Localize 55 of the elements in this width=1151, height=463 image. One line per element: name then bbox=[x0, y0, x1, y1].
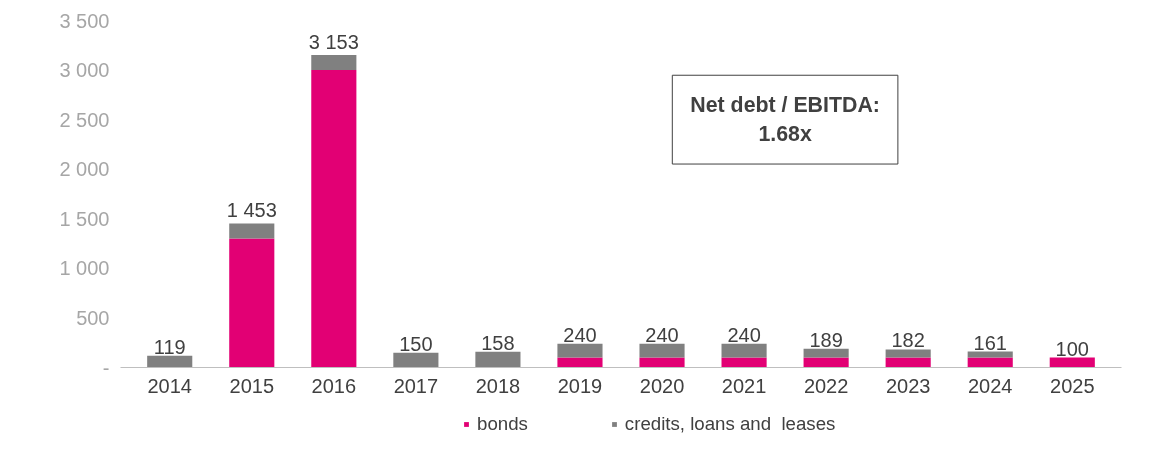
legend-label: bonds bbox=[477, 413, 528, 435]
bar bbox=[639, 343, 685, 358]
x-tick-label: 2017 bbox=[393, 374, 439, 397]
bar bbox=[967, 357, 1013, 368]
total-label: 100 bbox=[1055, 337, 1089, 360]
x-tick-label: 2021 bbox=[721, 374, 767, 397]
bar bbox=[885, 357, 931, 368]
x-tick-label: 2023 bbox=[885, 374, 931, 397]
y-tick-label: 3 500 bbox=[59, 9, 110, 32]
legend-label: credits, loans and leases bbox=[624, 413, 836, 435]
total-label: 240 bbox=[563, 323, 597, 346]
bar bbox=[393, 352, 439, 368]
total-label: 1 453 bbox=[226, 199, 277, 222]
bar bbox=[721, 343, 767, 358]
x-tick-label: 2024 bbox=[967, 374, 1013, 397]
y-tick-label: 500 bbox=[76, 306, 110, 329]
x-tick-label: 2018 bbox=[475, 374, 521, 397]
total-label: 158 bbox=[481, 331, 515, 354]
y-tick-label: 1 500 bbox=[59, 207, 110, 230]
bar bbox=[229, 223, 275, 239]
total-label: 182 bbox=[891, 329, 925, 352]
annotation: Net debt / EBITDA: 1.68x bbox=[690, 93, 880, 147]
y-tick-label: 2 500 bbox=[59, 108, 110, 131]
x-tick-label: 2022 bbox=[803, 374, 849, 397]
bar bbox=[147, 355, 193, 368]
bar bbox=[885, 349, 931, 358]
total-label: 161 bbox=[973, 331, 1007, 354]
x-tick-label: 2020 bbox=[639, 374, 685, 397]
bar bbox=[557, 343, 603, 358]
bar bbox=[229, 238, 275, 368]
y-tick-label: 3 000 bbox=[59, 59, 110, 82]
bar bbox=[721, 357, 767, 368]
total-label: 3 153 bbox=[308, 30, 359, 53]
x-tick-label: 2025 bbox=[1050, 374, 1095, 397]
bar bbox=[967, 351, 1013, 358]
x-tick-label: 2016 bbox=[311, 374, 357, 397]
bar bbox=[311, 54, 357, 71]
bar bbox=[475, 351, 521, 368]
bar bbox=[1049, 357, 1095, 368]
y-tick-label: 1 000 bbox=[59, 257, 110, 280]
bar bbox=[639, 357, 685, 368]
total-label: 119 bbox=[153, 335, 186, 358]
bar bbox=[557, 357, 603, 368]
total-label: 189 bbox=[809, 328, 843, 351]
y-tick-label: - bbox=[102, 356, 110, 379]
bar bbox=[803, 357, 849, 368]
x-tick-label: 2015 bbox=[229, 374, 275, 397]
x-tick-label: 2014 bbox=[147, 374, 192, 397]
x-tick-label: 2019 bbox=[557, 374, 603, 397]
total-label: 240 bbox=[645, 323, 679, 346]
total-label: 240 bbox=[727, 323, 761, 346]
y-tick-label: 2 000 bbox=[59, 158, 110, 181]
bar bbox=[311, 70, 357, 368]
total-label: 150 bbox=[399, 332, 433, 355]
bar bbox=[803, 348, 849, 358]
